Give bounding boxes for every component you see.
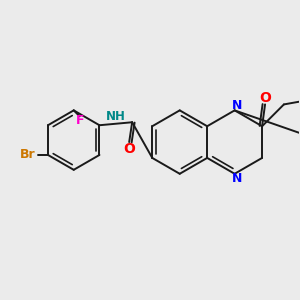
Text: O: O [259, 92, 271, 106]
Text: NH: NH [106, 110, 126, 123]
Text: Br: Br [20, 148, 36, 161]
Text: F: F [75, 114, 84, 127]
Text: N: N [231, 172, 242, 185]
Text: O: O [123, 142, 135, 156]
Text: N: N [231, 99, 242, 112]
